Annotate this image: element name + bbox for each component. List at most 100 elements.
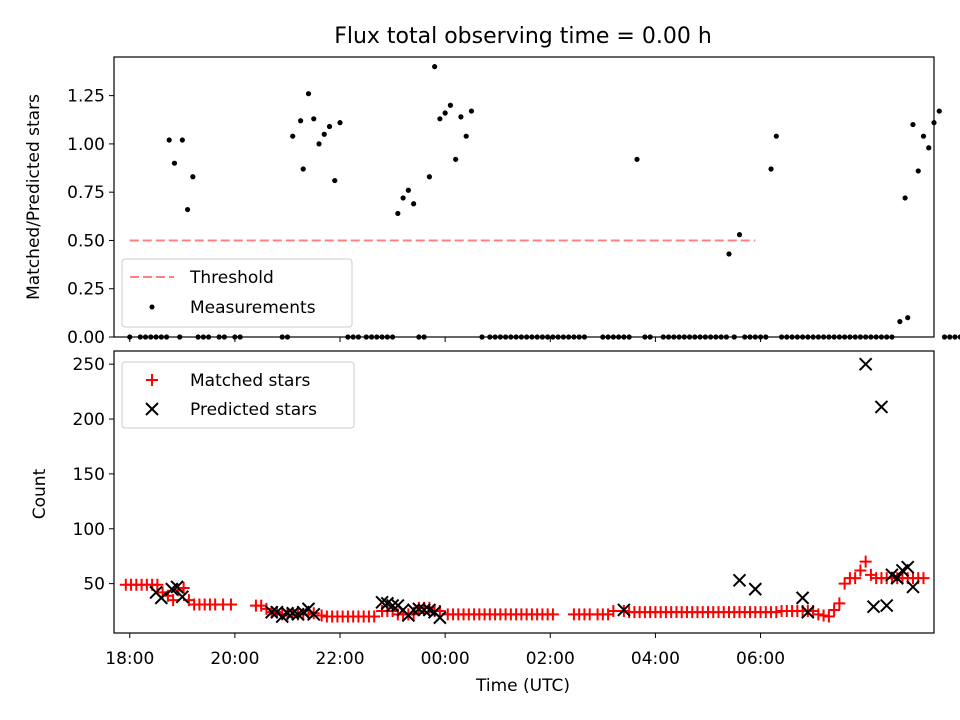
measurement-point-43 — [405, 187, 411, 193]
count-panel: 50 100 150 200 250 18:00 20:00 22:00 00:00 02:00… — [30, 350, 935, 696]
x-tick-label-4: 02:00 — [526, 649, 575, 669]
predicted-star-point-32 — [866, 599, 881, 614]
count-y-axis: 50 100 150 200 250 — [73, 355, 114, 595]
x-tick-label-5: 04:00 — [631, 649, 680, 669]
count-ytick-label-2: 150 — [73, 465, 105, 485]
count-ytick-label-3: 200 — [73, 410, 105, 430]
ratio-legend-box — [121, 258, 353, 328]
predicted-star-point-3 — [170, 580, 184, 594]
ratio-legend: Threshold Measurements — [121, 258, 353, 328]
measurement-point-132 — [905, 315, 911, 321]
predicted-star-point-20 — [406, 603, 421, 617]
measurement-point-44 — [411, 201, 417, 207]
count-ytick-label-4: 250 — [73, 355, 105, 375]
count-ytick-label-0: 50 — [83, 575, 105, 595]
predicted-star-point-36 — [890, 571, 904, 585]
x-tick-label-2: 22:00 — [316, 649, 365, 669]
predicted-star-point-27 — [732, 573, 747, 588]
legend-predicted-swatch — [145, 402, 159, 416]
matched-star-point-122 — [817, 609, 830, 622]
measurement-point-31 — [337, 120, 343, 126]
matched-star-point-9 — [167, 594, 180, 607]
matched-star-point-128 — [849, 572, 862, 585]
measurement-point-11 — [184, 206, 191, 213]
count-x-axis: 18:00 20:00 22:00 00:00 02:00 04:00 06:00 — [105, 633, 785, 669]
measurement-point-47 — [426, 174, 432, 180]
measurement-point-135 — [920, 133, 927, 139]
matched-star-point-75 — [546, 608, 559, 621]
legend-measurements-swatch — [149, 304, 155, 310]
measurement-point-12 — [190, 174, 196, 180]
matched-star-point-32 — [315, 609, 328, 622]
measurement-point-25 — [305, 91, 312, 97]
measurement-point-24 — [300, 166, 306, 172]
measurement-point-133 — [910, 121, 916, 128]
ratio-x-axis — [129, 337, 762, 342]
predicted-star-point-26 — [617, 603, 631, 617]
ratio-ytick-label-3: 0.75 — [67, 183, 105, 203]
measurement-point-26 — [311, 116, 317, 122]
x-tick-label-3: 00:00 — [421, 649, 470, 669]
matched-star-point-113 — [770, 606, 783, 619]
count-ytick-label-1: 100 — [73, 520, 105, 540]
matched-star-point-123 — [822, 610, 835, 623]
matched-star-point-19 — [224, 598, 237, 611]
measurement-point-138 — [936, 108, 942, 114]
predicted-star-point-5 — [264, 605, 279, 619]
count-legend: Matched stars Predicted stars — [121, 361, 355, 429]
matched-star-point-126 — [838, 577, 851, 590]
predicted-star-point-1 — [154, 591, 169, 605]
measurement-point-52 — [453, 156, 459, 162]
measurement-point-28 — [321, 131, 327, 137]
measurement-point-29 — [326, 123, 333, 130]
predicted-star-point-22 — [417, 603, 431, 617]
predicted-star-point-16 — [385, 598, 400, 613]
measurement-point-49 — [437, 116, 443, 122]
predicted-star-point-33 — [874, 400, 889, 414]
ratio-plot-frame — [113, 56, 935, 338]
chart-title: Flux total observing time = 0.00 h — [334, 24, 712, 49]
measurement-point-54 — [463, 133, 469, 139]
measurement-point-42 — [400, 195, 406, 201]
predicted-star-point-34 — [879, 598, 894, 613]
measurement-point-130 — [897, 318, 903, 325]
measurement-point-100 — [736, 232, 743, 238]
measurement-point-139 — [941, 334, 948, 340]
measurement-point-142 — [957, 334, 960, 340]
measurement-point-50 — [442, 110, 448, 116]
count-plot-frame — [113, 350, 935, 634]
measurement-point-27 — [316, 141, 322, 147]
ratio-y-axis: 0.00 0.25 0.50 0.75 1.00 1.25 — [67, 87, 114, 348]
matched-star-point-130 — [859, 555, 872, 568]
predicted-star-point-21 — [412, 602, 426, 616]
matched-star-point-42 — [368, 610, 381, 623]
measurement-point-131 — [902, 195, 908, 201]
matched-star-point-121 — [812, 608, 825, 621]
predicted-star-point-31 — [858, 357, 873, 371]
ratio-ytick-label-1: 0.25 — [67, 280, 105, 300]
predicted-star-point-30 — [801, 605, 815, 619]
predicted-star-point-8 — [280, 606, 295, 620]
predicted-star-point-25 — [433, 610, 447, 625]
x-axis-label: Time (UTC) — [475, 676, 570, 696]
measurement-point-22 — [290, 133, 296, 139]
legend-matched-label: Matched stars — [190, 371, 310, 391]
measurement-point-53 — [458, 114, 464, 120]
predicted-star-point-28 — [748, 582, 762, 596]
predicted-star-point-14 — [375, 595, 389, 609]
count-legend-box — [121, 361, 355, 429]
predicted-star-point-4 — [175, 590, 190, 604]
ratio-ytick-label-0: 0.00 — [67, 328, 105, 348]
measurement-point-107 — [773, 133, 779, 139]
measurement-point-51 — [447, 102, 454, 108]
measurement-point-8 — [171, 160, 178, 166]
legend-measurements-label: Measurements — [190, 298, 316, 318]
matched-star-point-11 — [177, 582, 190, 595]
measurement-point-41 — [395, 210, 401, 217]
matched-star-point-124 — [828, 603, 841, 616]
matched-star-point-141 — [917, 572, 930, 585]
measurement-point-134 — [915, 168, 921, 174]
measurement-point-82 — [634, 156, 640, 162]
x-tick-label-6: 06:00 — [736, 649, 785, 669]
